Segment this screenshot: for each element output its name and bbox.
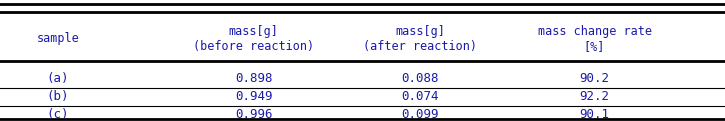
- Text: mass change rate
[%]: mass change rate [%]: [537, 25, 652, 53]
- Text: 92.2: 92.2: [579, 90, 610, 103]
- Text: 90.2: 90.2: [579, 72, 610, 85]
- Text: sample: sample: [37, 32, 79, 45]
- Text: mass[g]
(after reaction): mass[g] (after reaction): [363, 25, 478, 53]
- Text: (a): (a): [46, 72, 70, 85]
- Text: mass[g]
(before reaction): mass[g] (before reaction): [193, 25, 315, 53]
- Text: 0.088: 0.088: [402, 72, 439, 85]
- Text: 0.099: 0.099: [402, 108, 439, 121]
- Text: (c): (c): [46, 108, 70, 121]
- Text: (b): (b): [46, 90, 70, 103]
- Text: 0.898: 0.898: [235, 72, 273, 85]
- Text: 0.074: 0.074: [402, 90, 439, 103]
- Text: 0.996: 0.996: [235, 108, 273, 121]
- Text: 0.949: 0.949: [235, 90, 273, 103]
- Text: 90.1: 90.1: [579, 108, 610, 121]
